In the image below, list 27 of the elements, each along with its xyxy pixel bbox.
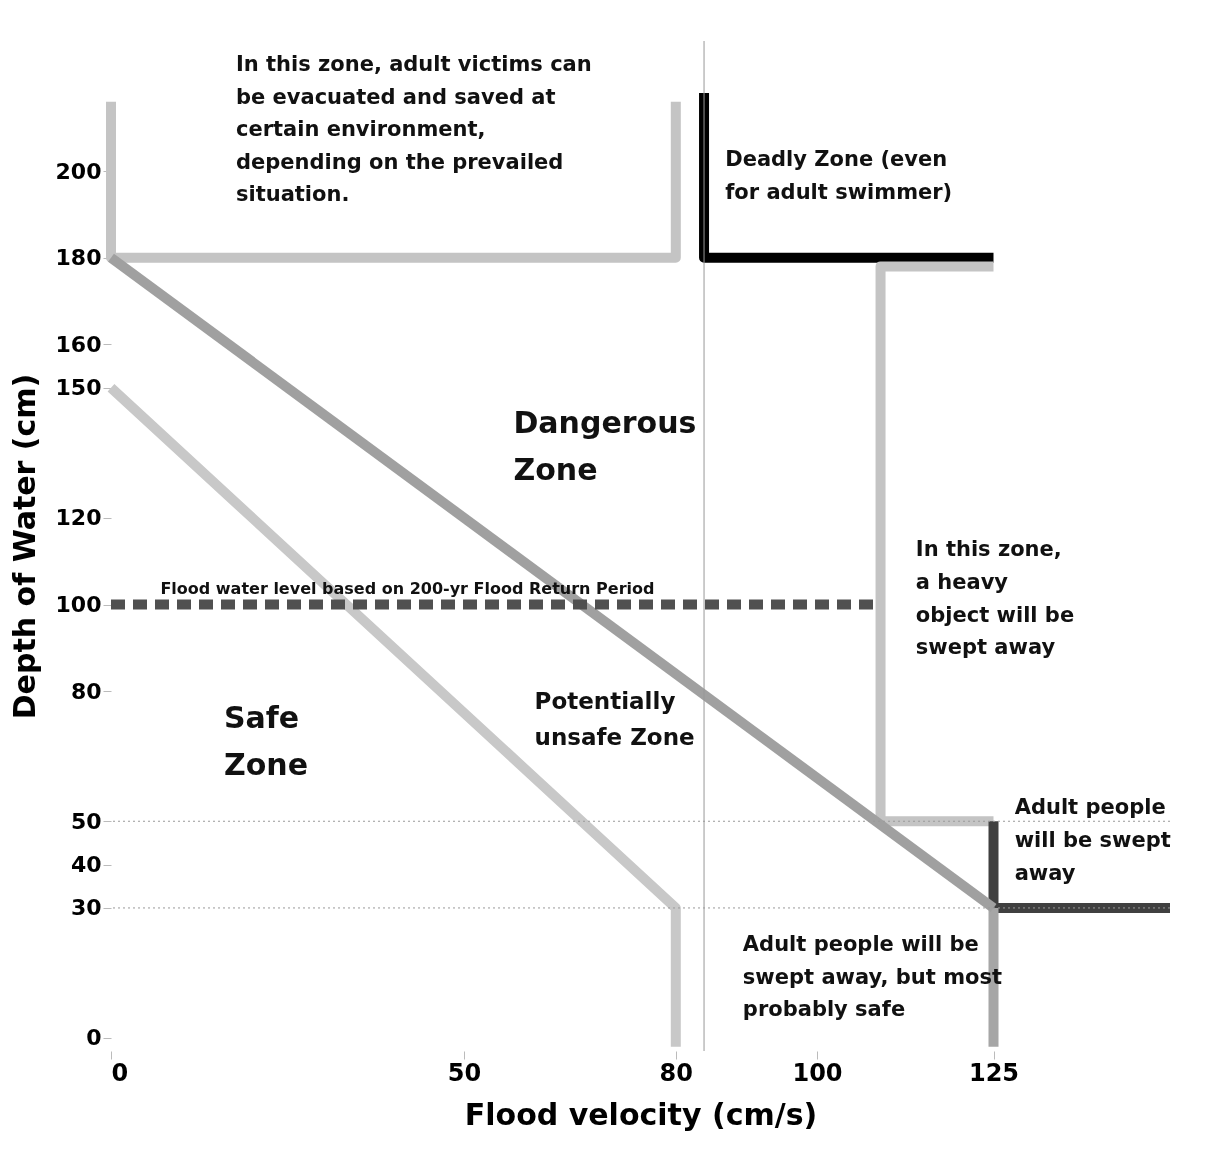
y-axis-title: Depth of Water (cm) <box>6 373 42 720</box>
annotation: Deadly Zone (even for adult swimmer) <box>725 147 953 204</box>
y-tick-label: 50 <box>70 808 102 834</box>
y-tick-label: 30 <box>70 895 102 921</box>
y-tick-label: 120 <box>55 505 102 531</box>
annotation: In this zone, a heavy object will be swept away <box>915 537 1075 660</box>
y-tick-label: 0 <box>86 1025 102 1051</box>
x-tick-label: 50 <box>447 1058 482 1087</box>
annotation: Adult people will be swept away <box>1014 795 1171 885</box>
annotation: Adult people will be swept away, but most probably safe <box>742 931 1003 1022</box>
x-axis-title: Flood velocity (cm/s) <box>464 1096 818 1132</box>
y-tick-label: 160 <box>55 331 102 357</box>
x-tick-label: 80 <box>659 1058 693 1087</box>
x-tick-label: 0 <box>111 1058 129 1087</box>
y-tick-label: 180 <box>55 245 102 271</box>
annotation: Potentially unsafe Zone <box>534 688 695 750</box>
y-tick-label: 80 <box>70 678 102 704</box>
y-tick-label: 100 <box>55 592 102 618</box>
y-tick-label: 40 <box>70 852 102 878</box>
y-tick-label: 150 <box>55 375 102 401</box>
annotation: Dangerous Zone <box>513 405 697 487</box>
y-tick-label: 200 <box>55 158 102 184</box>
x-tick-label: 125 <box>968 1058 1020 1087</box>
annotation: Flood water level based on 200-yr Flood Return Period <box>160 578 655 598</box>
x-tick-label: 100 <box>792 1058 843 1087</box>
annotation: In this zone, adult victims can be evacuated and saved at certain environment, depending on the prevailed situation. <box>235 52 592 207</box>
annotation: Safe Zone <box>223 700 309 782</box>
